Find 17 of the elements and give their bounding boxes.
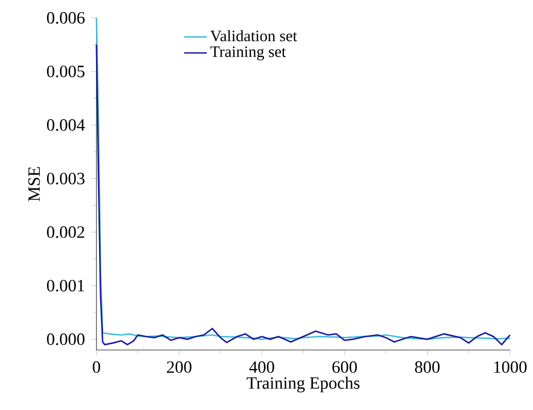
x-tick-label: 400 [249, 361, 274, 374]
y-tick-label: 0.002 [47, 226, 84, 238]
y-tick-label: 0.005 [47, 66, 84, 78]
y-tick-label: 0.000 [47, 334, 84, 346]
y-tick-label: 0.006 [47, 12, 85, 24]
y-tick-label: 0.001 [47, 280, 84, 292]
x-tick-label: 800 [415, 361, 440, 374]
legend-label: Training set [210, 46, 286, 61]
y-axis-title: MSE [28, 167, 40, 202]
x-tick-label: 600 [332, 361, 357, 374]
x-axis-title: Training Epochs [246, 376, 360, 393]
legend-label: Validation set [210, 30, 298, 42]
y-tick-label: 0.004 [47, 119, 85, 132]
x-tick-label: 0 [92, 361, 100, 374]
y-tick-label: 0.003 [47, 172, 84, 185]
x-tick-label: 200 [166, 361, 192, 374]
x-tick-label: 1000 [494, 361, 527, 374]
